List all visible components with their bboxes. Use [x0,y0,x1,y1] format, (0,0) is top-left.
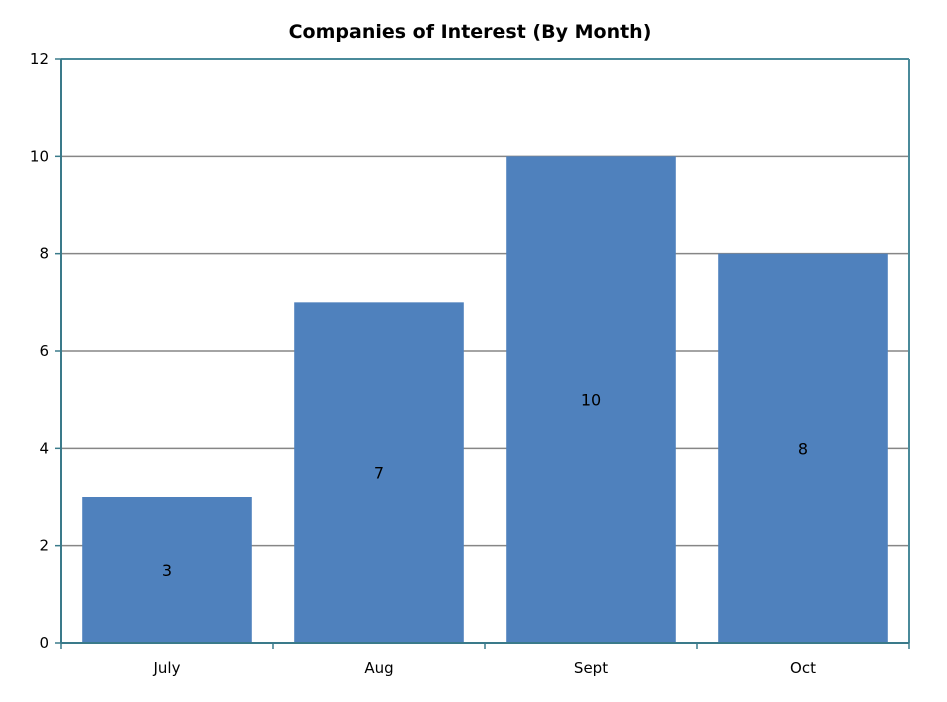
bar-july [82,497,252,643]
y-tick-label-4: 4 [39,439,49,457]
y-tick-label-12: 12 [30,50,49,68]
data-label-sept: 10 [581,391,601,410]
y-tick-label-6: 6 [39,342,49,360]
y-tick-label-2: 2 [39,537,49,555]
x-tick-label-oct: Oct [790,659,816,677]
bars [82,156,888,644]
bar-aug [294,302,464,643]
data-label-aug: 7 [374,464,384,483]
y-tick-label-0: 0 [39,634,49,652]
chart-title: Companies of Interest (By Month) [289,21,652,43]
bar-oct [718,253,888,643]
axes [55,58,910,649]
y-tick-label-10: 10 [30,147,49,165]
data-label-july: 3 [162,561,172,580]
bar-sept [506,156,676,644]
labels: 0 2 4 6 8 10 12 3 July 7 Aug 10 Sept 8 Oct [30,50,816,677]
x-tick-label-july: July [153,659,181,677]
y-tick-label-8: 8 [39,245,49,263]
data-label-oct: 8 [798,439,808,458]
x-tick-label-sept: Sept [574,659,608,677]
x-tick-label-aug: Aug [364,659,393,677]
